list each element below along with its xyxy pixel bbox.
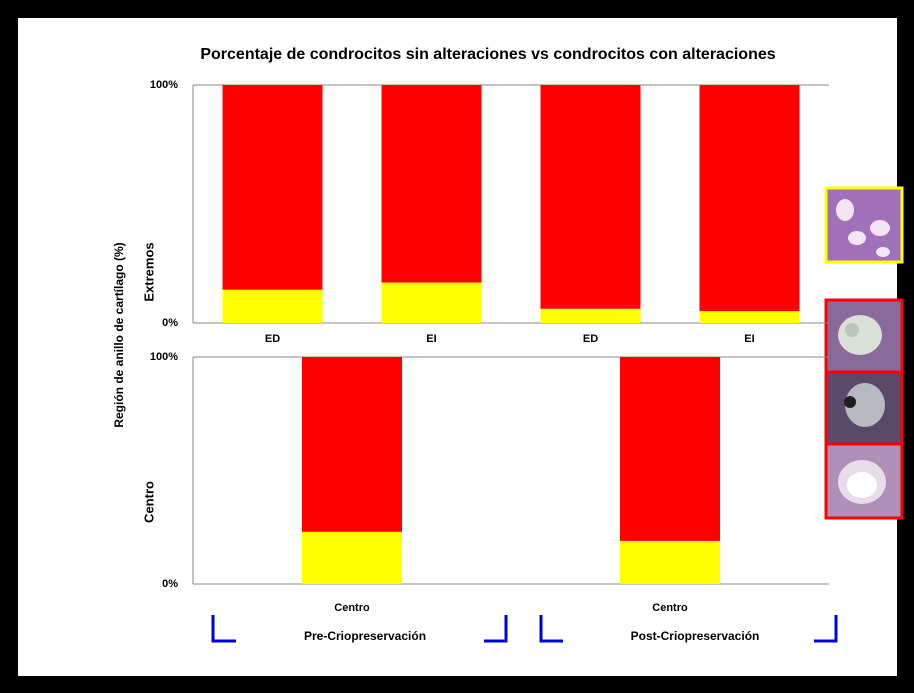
- bar-segment: [620, 357, 720, 541]
- bar-segment: [382, 283, 482, 323]
- bar-segment: [302, 532, 402, 584]
- y-tick-label: 0%: [162, 317, 178, 329]
- bar-segment: [223, 290, 323, 323]
- bar-segment: [223, 85, 323, 290]
- x-tick-label: EI: [426, 333, 436, 345]
- bar-segment: [700, 85, 800, 311]
- panel-label: Extremos: [141, 242, 156, 301]
- chart: Porcentaje de condrocitos sin alteracion…: [0, 0, 914, 693]
- group-label: Post-Criopreservación: [631, 629, 760, 643]
- bar-segment: [302, 357, 402, 532]
- bar-segment: [541, 85, 641, 309]
- chart-title: Porcentaje de condrocitos sin alteracion…: [200, 46, 775, 63]
- bar-segment: [620, 541, 720, 584]
- bar-segment: [382, 85, 482, 283]
- x-tick-label: Centro: [652, 602, 688, 614]
- group-label: Pre-Criopreservación: [304, 629, 426, 643]
- bar-segment: [541, 309, 641, 323]
- x-tick-label: ED: [583, 333, 598, 345]
- micrographs: [826, 188, 902, 518]
- y-axis-label: Región de anillo de cartílago (%): [112, 242, 126, 427]
- y-tick-label: 100%: [150, 79, 178, 91]
- x-tick-label: ED: [265, 333, 280, 345]
- panel-label: Centro: [141, 481, 156, 523]
- y-tick-label: 100%: [150, 351, 178, 363]
- bar-segment: [700, 311, 800, 323]
- y-tick-label: 0%: [162, 578, 178, 590]
- x-tick-label: Centro: [334, 602, 370, 614]
- x-tick-label: EI: [744, 333, 754, 345]
